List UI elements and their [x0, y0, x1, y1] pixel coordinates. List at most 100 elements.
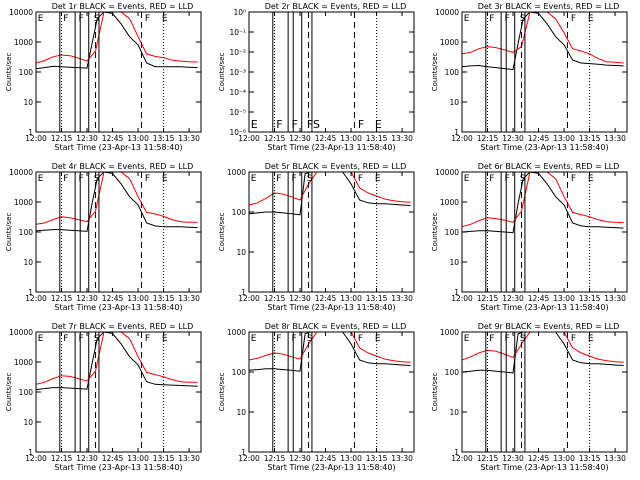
- y-tick-label: 10⁻¹: [229, 28, 246, 37]
- events-series-line: [249, 172, 411, 216]
- x-tick-label: 12:30: [502, 454, 524, 463]
- interval-letter: F: [505, 334, 510, 344]
- y-tick-label: 10⁻⁴: [229, 88, 246, 97]
- interval-letter: F: [489, 174, 494, 184]
- x-axis-label: Start Time (23-Apr-13 11:58:40): [480, 463, 608, 472]
- lld-series-line: [249, 332, 411, 363]
- y-tick-label: 1000: [14, 198, 33, 207]
- y-tick-label: 100: [232, 208, 247, 217]
- interval-letter: F: [63, 334, 68, 344]
- panel-title: Det 4r BLACK = Events, RED = LLD: [52, 162, 194, 171]
- y-tick-label: 1000: [227, 328, 246, 337]
- interval-letter: E: [38, 14, 44, 24]
- y-tick-label: 1000: [440, 328, 459, 337]
- interval-letter: F: [489, 14, 494, 24]
- y-tick-label: 100: [19, 388, 34, 397]
- x-tick-label: 12:15: [264, 454, 286, 463]
- x-tick-label: 13:30: [604, 134, 626, 143]
- y-axis-label: Counts/sec: [218, 213, 226, 252]
- panel-title: Det 8r BLACK = Events, RED = LLD: [265, 322, 407, 331]
- lld-series-line: [462, 12, 624, 64]
- interval-letter: F: [489, 334, 494, 344]
- interval-letter: F: [276, 174, 281, 184]
- interval-letter: E: [588, 14, 594, 24]
- interval-letter: E: [38, 174, 44, 184]
- x-tick-label: 12:00: [238, 294, 260, 303]
- y-tick-label: 100: [232, 368, 247, 377]
- x-tick-label: 12:30: [289, 294, 311, 303]
- plot-area: [249, 332, 411, 452]
- y-tick-label: 1: [454, 288, 459, 297]
- x-tick-label: 13:00: [340, 454, 362, 463]
- interval-letter: F: [571, 14, 576, 24]
- interval-letter: E: [588, 334, 594, 344]
- chart-panel: E F F S F E12:00 12:15 12:30 12:45 13:00 13:15 13:3…: [218, 162, 415, 312]
- x-tick-label: 13:15: [153, 134, 175, 143]
- x-tick-label: 12:15: [477, 294, 499, 303]
- x-axis-label: Start Time (23-Apr-13 11:58:40): [267, 303, 395, 312]
- x-tick-label: 12:45: [102, 454, 124, 463]
- lld-series-line: [462, 172, 624, 228]
- x-axis-label: Start Time (23-Apr-13 11:58:40): [54, 463, 182, 472]
- y-tick-label: 1000: [227, 168, 246, 177]
- y-tick-label: 10: [23, 98, 33, 107]
- x-axis-label: Start Time (23-Apr-13 11:58:40): [267, 143, 395, 152]
- x-tick-label: 13:30: [178, 134, 200, 143]
- x-tick-label: 12:45: [315, 454, 337, 463]
- interval-letter: S: [307, 334, 313, 344]
- interval-letter: F: [358, 174, 363, 184]
- x-axis-label: Start Time (23-Apr-13 11:58:40): [54, 143, 182, 152]
- y-tick-label: 100: [445, 68, 460, 77]
- interval-letter: S: [307, 174, 313, 184]
- y-tick-label: 100: [19, 68, 34, 77]
- interval-letter: F: [79, 334, 84, 344]
- y-tick-label: 1: [454, 448, 459, 457]
- interval-letter: S: [94, 174, 100, 184]
- x-tick-label: 12:30: [502, 294, 524, 303]
- x-tick-label: 12:15: [51, 454, 73, 463]
- x-tick-label: 12:30: [76, 294, 98, 303]
- lld-series-line: [249, 172, 411, 206]
- y-axis-label: Counts/sec: [5, 53, 13, 92]
- x-tick-label: 12:45: [102, 134, 124, 143]
- interval-letter: S: [520, 14, 526, 24]
- chart-panel: E F F FS F E12:00 12:15 12:30 12:45 13:00 13:15 13:…: [218, 2, 415, 152]
- interval-letter: E: [162, 174, 168, 184]
- plot-frame: [461, 171, 628, 293]
- x-tick-label: 12:45: [528, 134, 550, 143]
- x-tick-label: 13:00: [340, 134, 362, 143]
- y-tick-label: 10000: [435, 168, 459, 177]
- y-tick-label: 1000: [14, 358, 33, 367]
- y-tick-label: 10⁰: [233, 8, 246, 17]
- interval-letter: F: [79, 174, 84, 184]
- y-tick-label: 10000: [9, 168, 33, 177]
- x-axis-label: Start Time (23-Apr-13 11:58:40): [267, 463, 395, 472]
- x-tick-label: 12:15: [264, 134, 286, 143]
- x-axis-label: Start Time (23-Apr-13 11:58:40): [480, 303, 608, 312]
- interval-letter: F: [145, 174, 150, 184]
- panel-title: Det 3r BLACK = Events, RED = LLD: [478, 2, 620, 11]
- interval-letter: F: [292, 334, 297, 344]
- interval-letter: F: [505, 174, 510, 184]
- x-axis-label: Start Time (23-Apr-13 11:58:40): [54, 303, 182, 312]
- x-tick-label: 13:30: [604, 294, 626, 303]
- x-tick-label: 12:45: [315, 134, 337, 143]
- panel-title: Det 7r BLACK = Events, RED = LLD: [52, 322, 194, 331]
- x-tick-label: 12:45: [528, 294, 550, 303]
- x-tick-label: 12:00: [451, 134, 473, 143]
- y-tick-label: 100: [19, 228, 34, 237]
- x-tick-label: 13:30: [178, 454, 200, 463]
- x-tick-label: 12:15: [264, 294, 286, 303]
- interval-letter: F: [292, 118, 298, 131]
- x-tick-label: 13:00: [127, 454, 149, 463]
- x-tick-label: 13:30: [391, 454, 413, 463]
- lld-series-line: [36, 332, 198, 385]
- y-tick-label: 10000: [9, 328, 33, 337]
- interval-letter: E: [464, 14, 470, 24]
- plot-frame: [461, 11, 628, 133]
- y-tick-label: 10: [23, 418, 33, 427]
- interval-letter: S: [520, 334, 526, 344]
- x-tick-label: 12:30: [289, 454, 311, 463]
- interval-letter: F: [145, 334, 150, 344]
- events-series-line: [249, 332, 411, 372]
